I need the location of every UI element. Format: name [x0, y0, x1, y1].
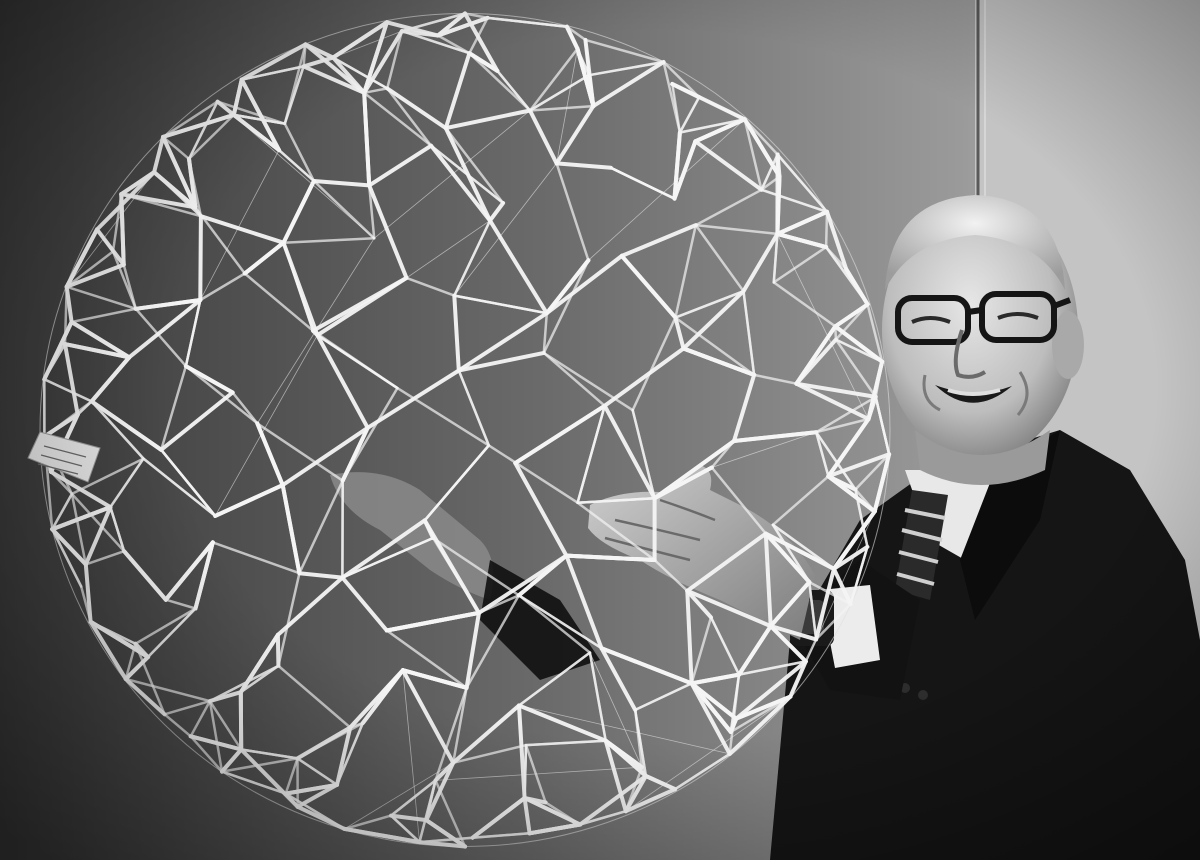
jacket-button: [918, 690, 928, 700]
sphere-strut: [198, 214, 203, 302]
sphere-strut: [824, 210, 829, 249]
sphere-strut: [63, 285, 68, 346]
